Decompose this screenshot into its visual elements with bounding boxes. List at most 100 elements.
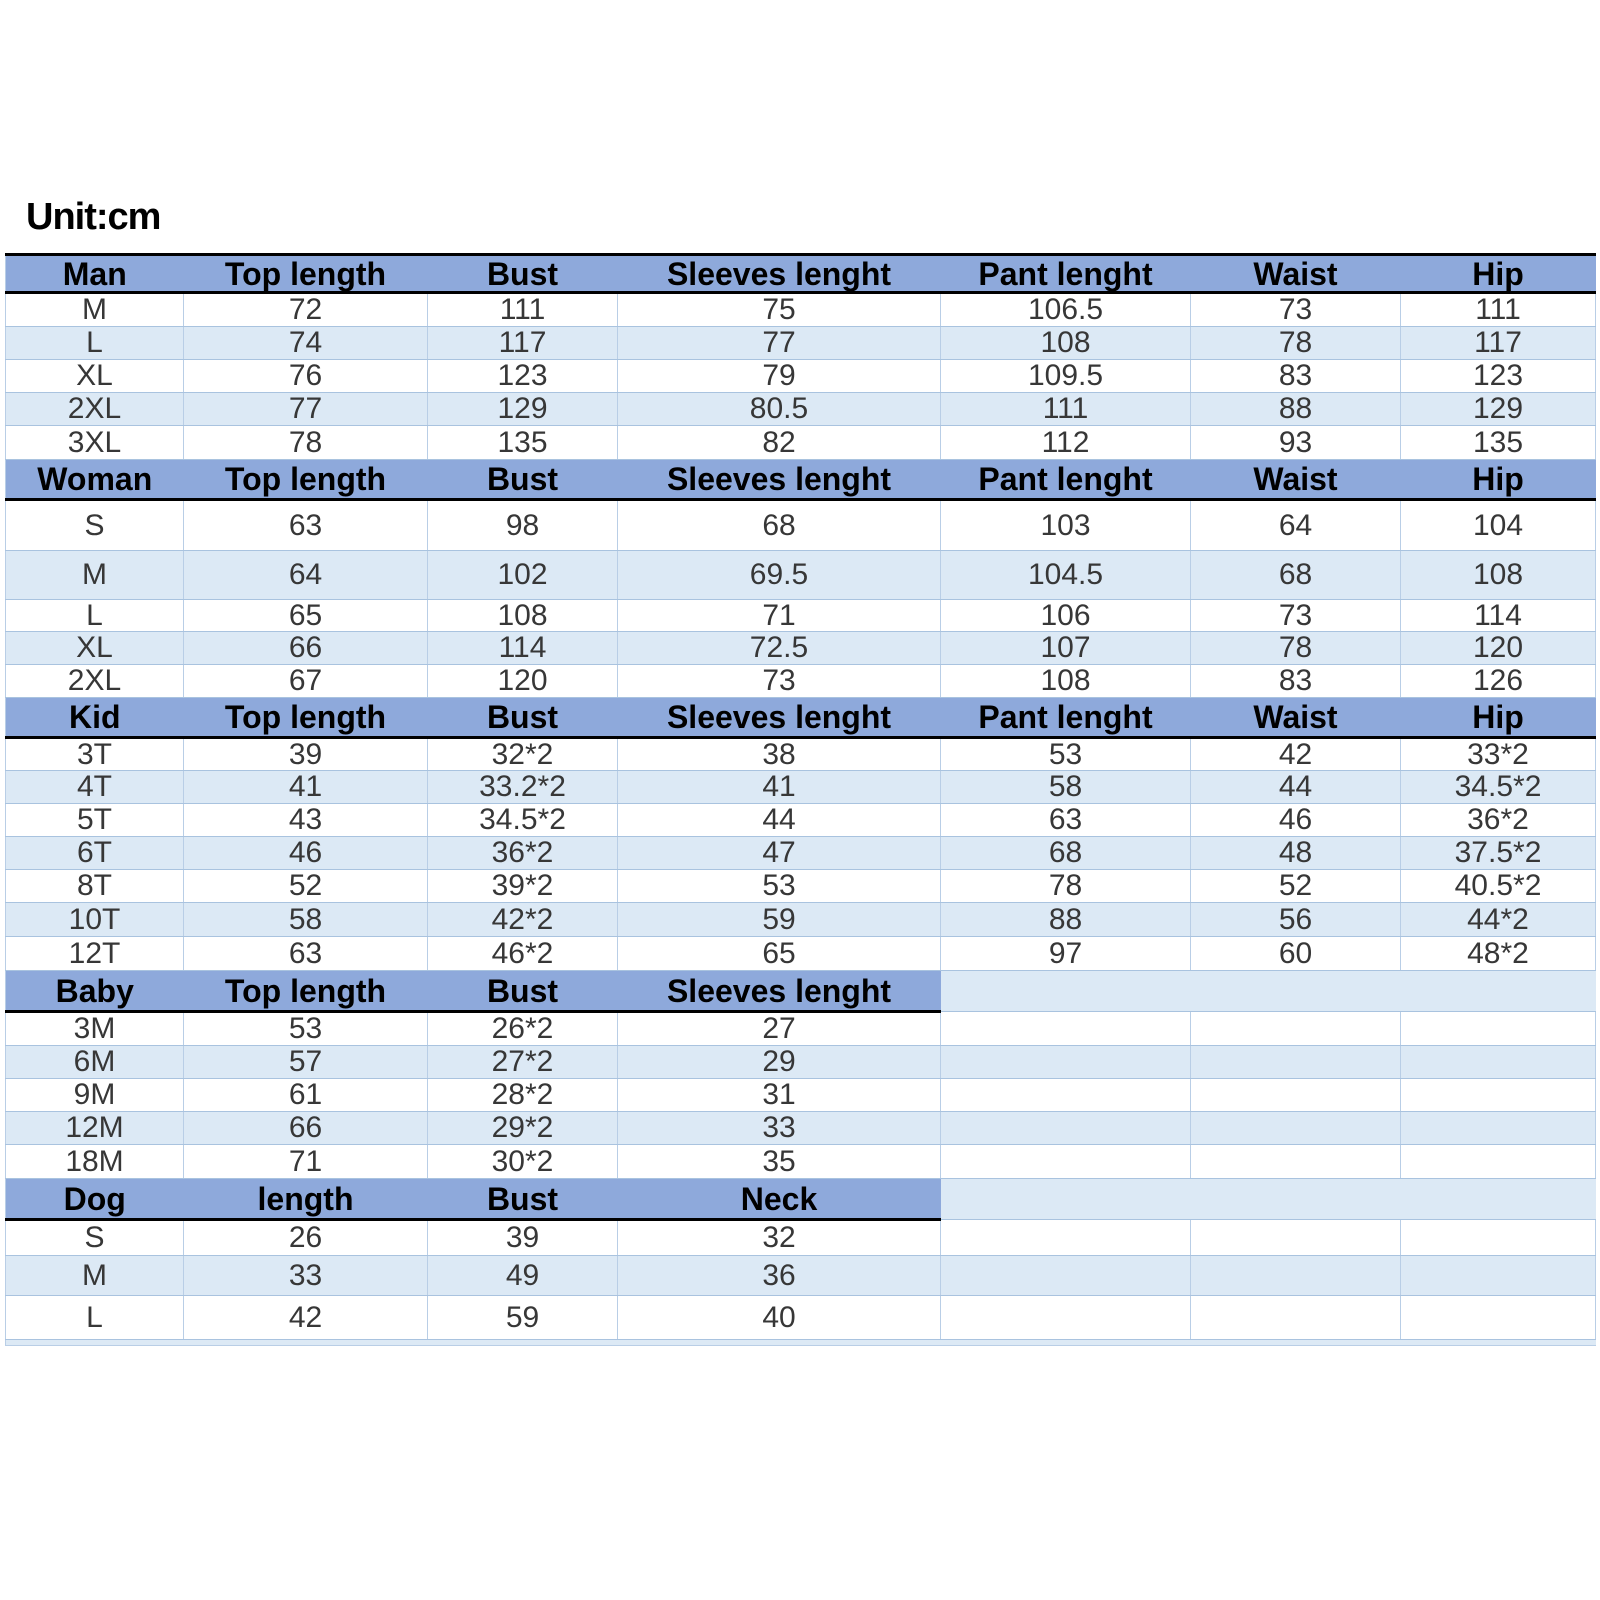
size-label-cell: 5T: [5, 803, 184, 837]
column-header: [1190, 970, 1401, 1012]
value-cell: 41: [617, 770, 941, 804]
value-cell: 26: [183, 1219, 428, 1256]
table-row-woman-l: L 65 108 71 106 73 114: [5, 599, 1596, 632]
value-cell: 58: [183, 902, 428, 937]
value-cell: 78: [1190, 326, 1401, 360]
value-cell: 114: [1400, 599, 1596, 632]
section-header-row-dog: Dog length Bust Neck: [5, 1178, 1596, 1221]
value-cell: 97: [940, 936, 1191, 971]
value-cell: [1400, 1011, 1596, 1046]
value-cell: 47: [617, 836, 941, 870]
column-header: Bust: [427, 697, 618, 739]
size-label-cell: M: [5, 1255, 184, 1296]
value-cell: 26*2: [427, 1011, 618, 1046]
value-cell: 27: [617, 1011, 941, 1046]
value-cell: 74: [183, 326, 428, 360]
value-cell: [1190, 1219, 1401, 1256]
table-row-kid-5t: 5T 43 34.5*2 44 63 46 36*2: [5, 803, 1596, 837]
table-row-woman-m: M 64 102 69.5 104.5 68 108: [5, 550, 1596, 600]
value-cell: [1190, 1011, 1401, 1046]
value-cell: 83: [1190, 359, 1401, 393]
value-cell: 49: [427, 1255, 618, 1296]
column-header: Sleeves lenght: [617, 697, 941, 739]
column-header: Bust: [427, 254, 618, 294]
value-cell: [1400, 1255, 1596, 1296]
value-cell: 117: [1400, 326, 1596, 360]
column-header: Sleeves lenght: [617, 970, 941, 1013]
column-header: Pant lenght: [940, 459, 1191, 501]
value-cell: 123: [1400, 359, 1596, 393]
value-cell: 29: [617, 1045, 941, 1079]
column-header: Waist: [1190, 254, 1401, 294]
value-cell: 129: [427, 392, 618, 426]
column-header: Bust: [427, 459, 618, 501]
table-row-kid-12t: 12T 63 46*2 65 97 60 48*2: [5, 936, 1596, 971]
value-cell: 31: [617, 1078, 941, 1112]
value-cell: 53: [617, 869, 941, 903]
table-row-woman-2xl: 2XL 67 120 73 108 83 126: [5, 664, 1596, 698]
size-label-cell: 10T: [5, 902, 184, 937]
value-cell: 42*2: [427, 902, 618, 937]
value-cell: 117: [427, 326, 618, 360]
value-cell: 65: [617, 936, 941, 971]
section-header-row-kid: Kid Top length Bust Sleeves lenght Pant leng…: [5, 697, 1596, 739]
value-cell: 72.5: [617, 631, 941, 665]
value-cell: [1190, 1255, 1401, 1296]
value-cell: 98: [427, 499, 618, 551]
column-header: Bust: [427, 970, 618, 1013]
value-cell: [940, 1111, 1191, 1145]
value-cell: 60: [1190, 936, 1401, 971]
value-cell: 79: [617, 359, 941, 393]
size-label-cell: 3T: [5, 737, 184, 771]
value-cell: [940, 1144, 1191, 1179]
value-cell: 107: [940, 631, 1191, 665]
value-cell: 33.2*2: [427, 770, 618, 804]
value-cell: 78: [940, 869, 1191, 903]
size-label-cell: XL: [5, 631, 184, 665]
value-cell: 39: [183, 737, 428, 771]
value-cell: 114: [427, 631, 618, 665]
value-cell: 106.5: [940, 292, 1191, 327]
value-cell: 88: [1190, 392, 1401, 426]
value-cell: 126: [1400, 664, 1596, 698]
column-header: Bust: [427, 1178, 618, 1221]
table-row-man-2xl: 2XL 77 129 80.5 111 88 129: [5, 392, 1596, 426]
value-cell: 42: [183, 1295, 428, 1340]
value-cell: 32*2: [427, 737, 618, 771]
column-header: Sleeves lenght: [617, 254, 941, 294]
value-cell: 73: [1190, 292, 1401, 327]
value-cell: 108: [940, 664, 1191, 698]
size-label-cell: 18M: [5, 1144, 184, 1179]
section-title-man: Man: [5, 254, 184, 294]
table-row-man-3xl: 3XL 78 135 82 112 93 135: [5, 425, 1596, 460]
table-row-kid-3t: 3T 39 32*2 38 53 42 33*2: [5, 737, 1596, 771]
table-row-baby-12m: 12M 66 29*2 33: [5, 1111, 1596, 1145]
value-cell: 56: [1190, 902, 1401, 937]
value-cell: [1400, 1045, 1596, 1079]
value-cell: 120: [1400, 631, 1596, 665]
value-cell: 40.5*2: [1400, 869, 1596, 903]
value-cell: 36: [617, 1255, 941, 1296]
size-label-cell: M: [5, 550, 184, 600]
size-label-cell: 6M: [5, 1045, 184, 1079]
size-label-cell: S: [5, 499, 184, 551]
value-cell: [1400, 1078, 1596, 1112]
value-cell: 34.5*2: [1400, 770, 1596, 804]
table-row-baby-3m: 3M 53 26*2 27: [5, 1011, 1596, 1046]
column-header: Pant lenght: [940, 697, 1191, 739]
table-row-kid-6t: 6T 46 36*2 47 68 48 37.5*2: [5, 836, 1596, 870]
value-cell: 111: [427, 292, 618, 327]
value-cell: 66: [183, 631, 428, 665]
value-cell: 103: [940, 499, 1191, 551]
size-label-cell: 9M: [5, 1078, 184, 1112]
value-cell: 72: [183, 292, 428, 327]
value-cell: 59: [427, 1295, 618, 1340]
value-cell: [1190, 1295, 1401, 1340]
value-cell: 66: [183, 1111, 428, 1145]
column-header: Hip: [1400, 254, 1596, 294]
size-label-cell: M: [5, 292, 184, 327]
value-cell: 46: [183, 836, 428, 870]
value-cell: 36*2: [1400, 803, 1596, 837]
column-header: Pant lenght: [940, 254, 1191, 294]
